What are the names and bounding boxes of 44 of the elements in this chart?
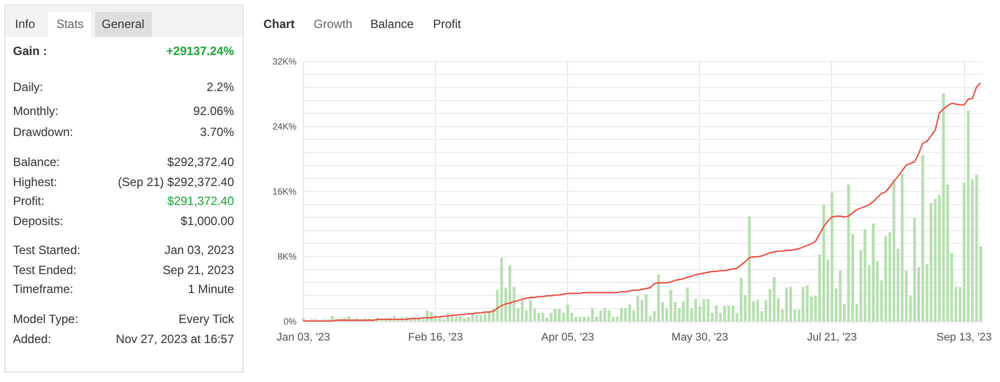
text: General <box>102 17 144 31</box>
text: Deposits: <box>13 214 64 228</box>
text: 2.2% <box>206 80 234 94</box>
y-tick-label: 32K% <box>272 56 296 66</box>
text: Profit: <box>13 194 44 208</box>
text: $291,372.40 <box>167 194 234 208</box>
text: Jan 03, 2023 <box>164 243 234 257</box>
text: Model Type: <box>13 312 78 326</box>
x-tick-label: Jul 21, '23 <box>807 332 857 344</box>
text: (Sep 21) $292,372.40 <box>118 175 234 189</box>
text: $1,000.00 <box>180 214 234 228</box>
x-tick-label: Sep 13, '23 <box>936 332 992 344</box>
text: Added: <box>13 332 52 346</box>
text: Timeframe: <box>13 282 74 296</box>
x-tick-label: Apr 05, '23 <box>541 332 594 344</box>
text: Balance <box>370 17 414 31</box>
text: Growth <box>314 17 352 31</box>
text: Monthly: <box>13 104 58 118</box>
text: Chart <box>263 17 295 31</box>
text: Drawdown: <box>13 125 74 139</box>
text: +29137.24% <box>166 44 234 58</box>
y-tick-label: 16K% <box>272 186 296 196</box>
x-tick-label: May 30, '23 <box>672 332 728 344</box>
text: Info <box>14 17 36 31</box>
x-tick-label: Jan 03, '23 <box>276 332 330 344</box>
x-tick-label: Feb 16, '23 <box>408 332 463 344</box>
text: Balance: <box>13 155 60 169</box>
text: 1 Minute <box>188 282 234 296</box>
text: 92.06% <box>193 104 234 118</box>
y-tick-label: 24K% <box>272 122 296 132</box>
text: $292,372.40 <box>167 155 234 169</box>
y-tick-label: 0% <box>283 316 296 326</box>
text: Profit <box>432 17 462 31</box>
text: Stats <box>56 17 84 31</box>
text: Every Tick <box>178 312 235 326</box>
text: Test Started: <box>13 243 80 257</box>
text: Sep 21, 2023 <box>162 263 234 277</box>
text: Gain : <box>13 44 48 58</box>
text: Nov 27, 2023 at 16:57 <box>116 332 234 346</box>
text: Test Ended: <box>13 263 76 277</box>
text: Highest: <box>13 175 58 189</box>
y-tick-label: 8K% <box>277 252 296 262</box>
text: 3.70% <box>200 125 234 139</box>
text: Daily: <box>13 80 44 94</box>
